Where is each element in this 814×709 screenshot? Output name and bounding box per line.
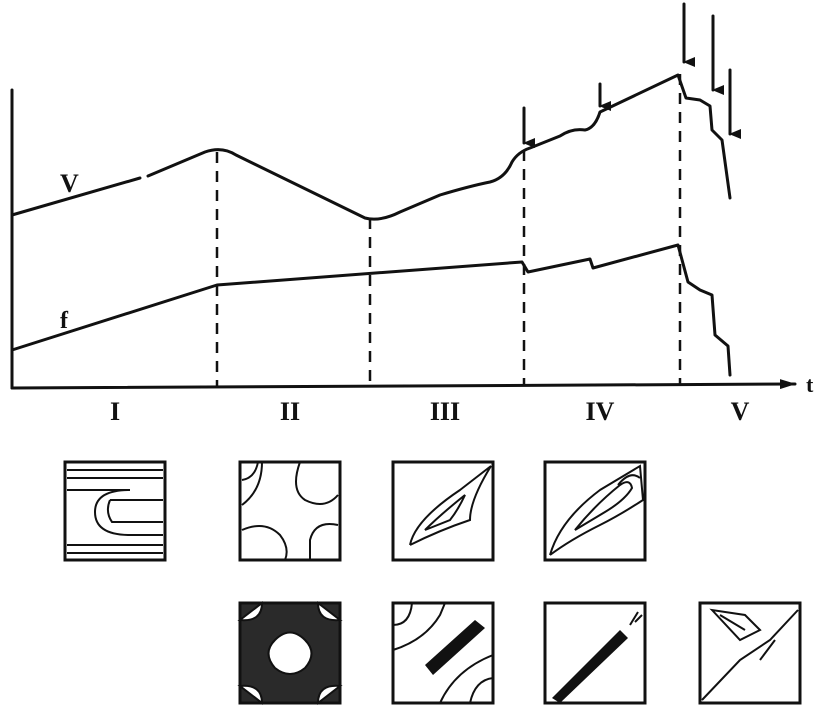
stage-label: III (430, 397, 460, 426)
curve-label: V (60, 169, 79, 198)
stage-labels: I II III IV V (110, 397, 750, 426)
curve-v (12, 75, 730, 219)
curve-label: f (60, 308, 69, 334)
axis-label: t (806, 372, 814, 397)
pattern-row-1 (65, 462, 645, 560)
stage-label: V (731, 397, 750, 426)
stage-label: I (110, 397, 120, 426)
axes (12, 90, 795, 388)
arrows (524, 4, 730, 143)
stage-label: IV (586, 397, 615, 426)
stage-dividers (217, 74, 680, 388)
stage-label: II (280, 397, 300, 426)
x-axis (12, 384, 795, 388)
figure: t V f I II III IV V (0, 0, 814, 709)
pattern-row-2 (240, 603, 800, 703)
